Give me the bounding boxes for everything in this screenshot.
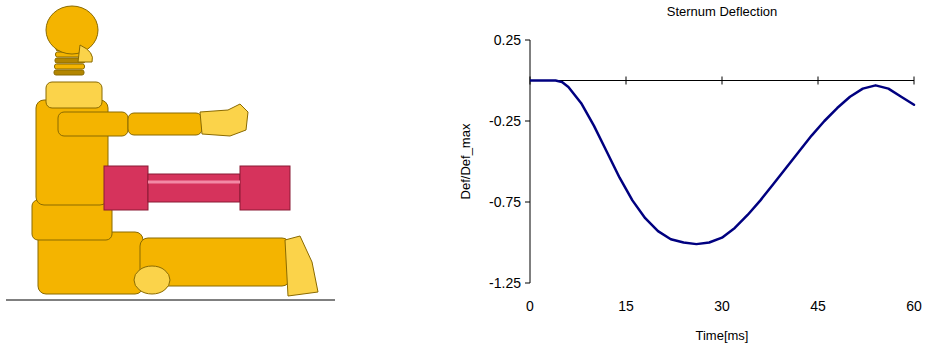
plot-area <box>530 81 914 245</box>
head <box>46 6 98 54</box>
x-tick <box>722 77 723 85</box>
foot <box>285 236 318 296</box>
dummy-illustration <box>6 6 335 300</box>
jaw <box>78 45 93 62</box>
x-tick-label: 60 <box>906 298 922 314</box>
x-tick-label: 45 <box>810 298 826 314</box>
impactor-face <box>240 166 290 210</box>
pelvis <box>32 200 112 240</box>
knee <box>134 266 170 294</box>
impactor-highlight <box>148 181 240 184</box>
x-tick-label: 15 <box>618 298 634 314</box>
ground-line <box>6 300 335 301</box>
y-tick <box>525 121 530 122</box>
neck <box>55 64 85 69</box>
data-line <box>530 81 914 245</box>
y-tick <box>525 283 530 284</box>
x-axis-title: Time[ms] <box>696 328 749 343</box>
page: Sternum Deflection 0.25 -0.25 -0.75 -1.25 0 15… <box>0 0 928 356</box>
x-tick <box>914 77 915 85</box>
y-tick <box>525 40 530 41</box>
x-tick-label: 0 <box>526 298 534 314</box>
hand <box>200 104 248 136</box>
y-tick <box>525 202 530 203</box>
chart-title: Sternum Deflection <box>667 4 778 19</box>
forearm <box>128 113 202 135</box>
y-tick-label: -0.75 <box>489 194 521 210</box>
y-axis <box>530 40 531 283</box>
impactor-shaft <box>148 174 240 202</box>
y-tick-label: -1.25 <box>489 275 521 291</box>
impactor-end <box>104 166 148 210</box>
y-tick-label: 0.25 <box>494 32 521 48</box>
x-tick <box>626 77 627 85</box>
y-axis-title: Def/Def_max <box>458 123 473 199</box>
upper-arm <box>58 112 128 136</box>
neck <box>54 70 84 75</box>
x-tick-label: 30 <box>714 298 730 314</box>
y-tick-label: -0.25 <box>489 113 521 129</box>
x-tick <box>818 77 819 85</box>
shoulder <box>46 82 102 108</box>
thigh <box>38 232 143 294</box>
